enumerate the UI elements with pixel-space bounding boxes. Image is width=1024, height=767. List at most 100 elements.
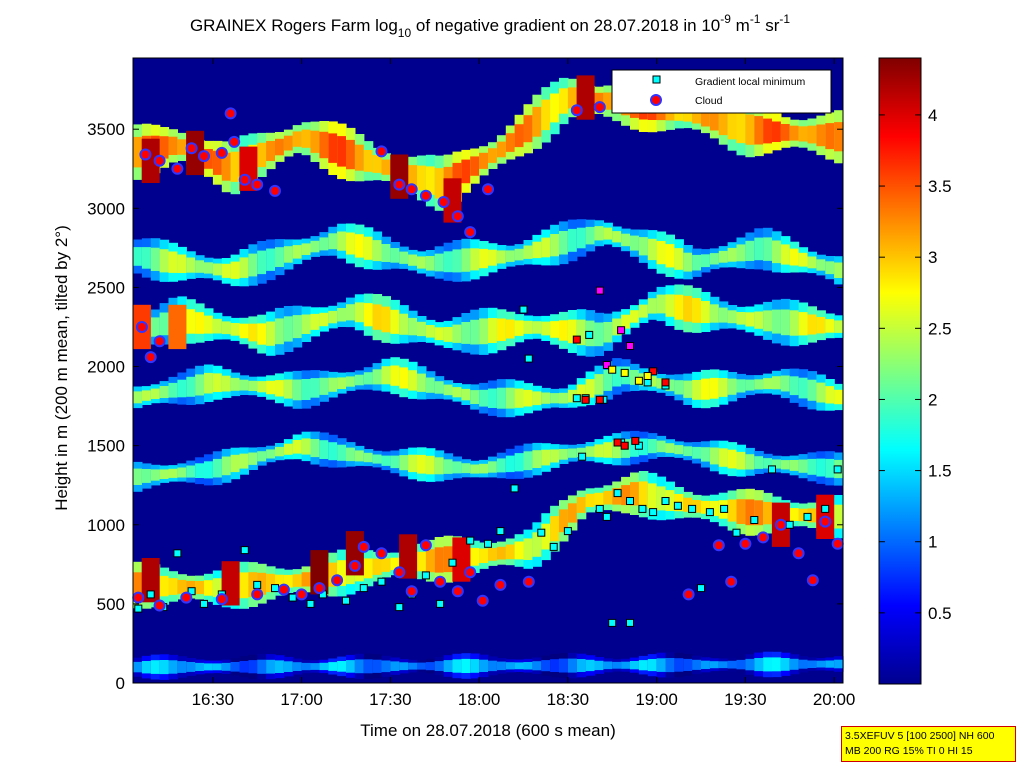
gradient-minimum-marker-colored <box>617 326 626 335</box>
heat-cell <box>283 661 294 672</box>
heat-cell <box>479 152 489 169</box>
heat-cell <box>283 316 294 342</box>
heat-cell <box>186 465 196 478</box>
heat-cell <box>212 458 223 478</box>
heat-cell <box>594 374 604 395</box>
heat-cell <box>443 251 454 273</box>
heat-cell <box>346 447 356 462</box>
colorbar-tick-label: 2 <box>928 390 937 409</box>
heat-cell <box>257 381 267 393</box>
heat-cell <box>559 509 569 533</box>
heat-cell <box>328 233 338 250</box>
heat-cell <box>390 455 400 469</box>
heat-cell <box>772 376 782 390</box>
heat-cell <box>283 574 294 588</box>
heat-cell <box>576 497 587 513</box>
heat-cell <box>718 111 729 136</box>
cloud-marker <box>476 594 489 607</box>
heat-cell <box>807 256 817 269</box>
heat-cell <box>825 319 835 333</box>
gradient-minimum-marker <box>359 584 368 593</box>
cloud-marker <box>819 515 832 528</box>
heat-cell <box>221 662 232 671</box>
heat-cell <box>798 377 809 399</box>
heat-cell <box>266 248 276 271</box>
cloud-marker <box>806 574 819 587</box>
cloud-marker <box>238 173 251 186</box>
gradient-minimum-marker <box>833 465 842 474</box>
heat-cell <box>798 126 809 142</box>
heat-cell <box>630 370 640 385</box>
gradient-minimum-marker-colored <box>572 335 581 344</box>
heat-cell <box>212 150 223 175</box>
hotspot <box>399 534 418 579</box>
cloud-marker <box>451 585 464 598</box>
heat-cell <box>301 438 312 455</box>
heat-cell <box>461 388 471 401</box>
cloud-marker <box>153 154 166 167</box>
gradient-minimum-marker-colored <box>595 286 604 295</box>
heat-cell <box>727 247 738 262</box>
heat-cell <box>603 490 613 505</box>
heat-cell <box>567 389 578 403</box>
heat-cell <box>417 256 427 269</box>
heat-cell <box>177 379 187 398</box>
heat-cell <box>372 304 383 330</box>
heat-cell <box>434 661 445 671</box>
heat-cell <box>541 237 551 258</box>
heat-cell <box>550 659 560 672</box>
heat-cell <box>372 369 383 385</box>
heat-cell <box>212 373 223 392</box>
y-axis: 0 500 1000 1500 2000 2500 3000 3500 <box>87 120 843 693</box>
cloud-marker <box>494 578 507 591</box>
heat-cell <box>337 444 347 461</box>
heat-cell <box>328 562 338 587</box>
heat-cell <box>656 658 667 672</box>
heat-cell <box>638 304 649 318</box>
heat-cell <box>789 248 800 266</box>
gradient-minimum-marker <box>578 452 587 461</box>
heat-cell <box>514 541 525 560</box>
heat-cell <box>354 374 365 386</box>
colorbar-gradient <box>878 57 922 685</box>
gradient-minimum-marker <box>496 527 505 536</box>
heat-cell <box>133 661 143 673</box>
gradient-minimum-marker <box>732 528 741 537</box>
heat-cell <box>239 257 249 278</box>
series-2 <box>572 335 670 450</box>
heat-cell <box>709 500 720 516</box>
heat-cell <box>266 321 276 346</box>
heat-cell <box>301 379 312 400</box>
heat-cell <box>212 578 223 598</box>
heat-cell <box>754 237 764 261</box>
heat-cell <box>212 663 223 671</box>
heat-cell <box>674 294 684 320</box>
layer-residual-layer-2 <box>133 357 844 418</box>
heat-cell <box>692 380 702 400</box>
heat-cell <box>594 322 604 347</box>
heat-cell <box>736 244 746 262</box>
x-axis: 16:30 17:00 17:30 18:00 18:30 19:00 19:30 20:00 <box>192 58 855 709</box>
heat-cell <box>133 468 143 485</box>
heat-cell <box>363 303 374 327</box>
y-tick-label: 0 <box>116 674 125 693</box>
heat-cell <box>141 661 152 674</box>
heat-cell <box>195 260 205 273</box>
cloud-marker <box>144 351 157 364</box>
heat-cell <box>363 236 374 260</box>
heat-cell <box>283 246 294 263</box>
heat-cell <box>621 314 631 329</box>
chart-title: GRAINEX Rogers Farm log10 of negative gr… <box>190 12 790 40</box>
cloud-marker <box>228 135 241 148</box>
gradient-minimum-marker <box>200 599 208 608</box>
colorbar: 0.5 1 1.5 2 2.5 3 3.5 4 <box>878 57 952 685</box>
gradient-minimum-marker-colored <box>631 436 640 445</box>
gradient-minimum-marker <box>306 599 315 608</box>
cloud-marker <box>215 593 228 606</box>
y-tick-label: 3000 <box>87 199 125 218</box>
x-tick-label: 18:00 <box>458 690 501 709</box>
heat-cell <box>621 485 631 506</box>
stamp-line-1: 3.5XEFUV 5 [100 2500] NH 600 <box>845 730 995 742</box>
cloud-marker <box>451 210 464 223</box>
heat-cell <box>461 159 471 184</box>
